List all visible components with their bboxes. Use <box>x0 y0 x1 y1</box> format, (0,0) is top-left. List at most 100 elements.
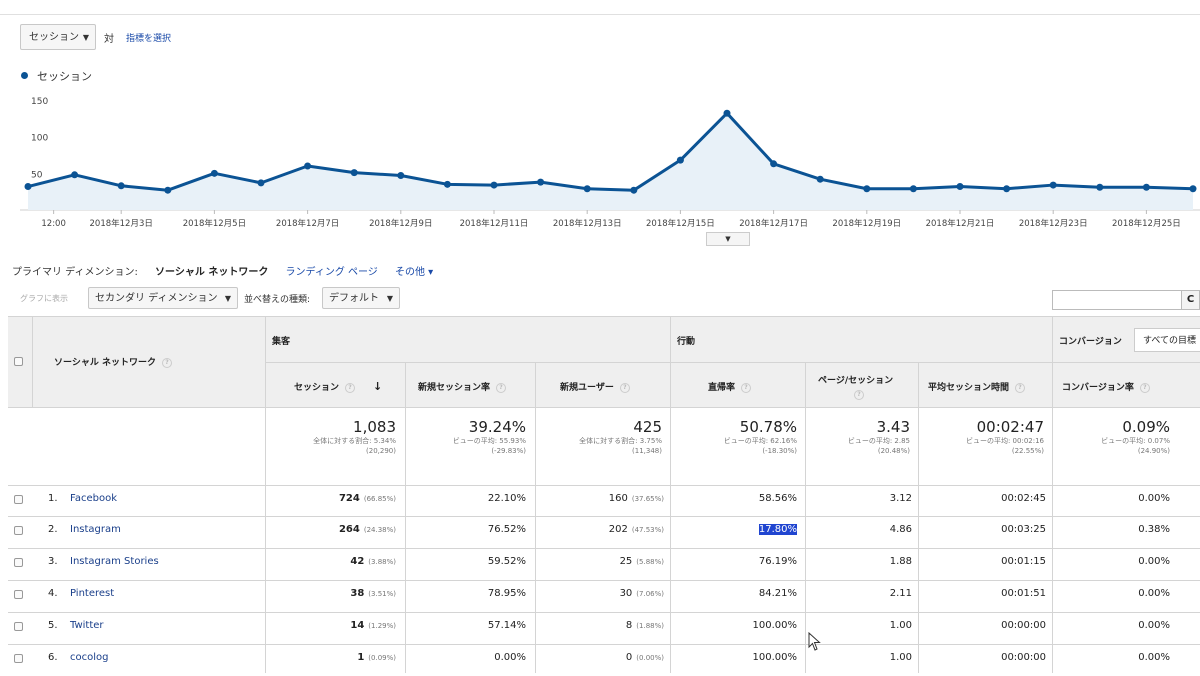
new-users-percent: (37.65%) <box>631 495 664 503</box>
series-area <box>28 113 1193 210</box>
data-point[interactable] <box>210 169 218 177</box>
data-point[interactable] <box>676 156 684 164</box>
new-users-value: 160 <box>608 493 628 504</box>
row-checkbox[interactable] <box>14 590 23 599</box>
data-point[interactable] <box>583 185 591 193</box>
total-sessions: 1,083 全体に対する割合: 5.34% (20,290) <box>270 418 396 456</box>
sessions-percent: (3.88%) <box>368 558 396 566</box>
row-dimension-link[interactable]: Facebook <box>70 493 117 504</box>
data-point[interactable] <box>304 162 312 170</box>
data-point[interactable] <box>770 160 778 168</box>
data-point[interactable] <box>863 185 871 193</box>
help-icon[interactable]: ? <box>854 390 864 400</box>
data-point[interactable] <box>1142 183 1150 191</box>
search-icon[interactable]: C <box>1182 290 1200 310</box>
help-icon[interactable]: ? <box>1015 382 1026 393</box>
total-value: 0.09% <box>1122 418 1170 436</box>
data-point[interactable] <box>956 183 964 191</box>
bounce-rate-value: 76.19% <box>758 556 797 567</box>
row-dimension-link[interactable]: cocolog <box>70 652 109 663</box>
data-point[interactable] <box>537 178 545 186</box>
data-point[interactable] <box>909 185 917 193</box>
column-header-pages-per-session[interactable]: ページ/セッション? <box>818 373 893 400</box>
data-point[interactable] <box>257 179 265 187</box>
dimension-column-header[interactable]: ソーシャル ネットワーク? <box>54 355 172 368</box>
help-icon[interactable]: ? <box>496 382 507 393</box>
row-dimension-link[interactable]: Instagram <box>70 524 121 535</box>
bounce-rate-value: 58.56% <box>758 493 797 504</box>
data-point[interactable] <box>1096 183 1104 191</box>
secondary-dimension-select[interactable]: セカンダリ ディメンション ▼ <box>88 287 238 309</box>
data-point[interactable] <box>24 183 32 191</box>
data-point[interactable] <box>397 172 405 180</box>
column-header-label: 新規セッション率 <box>418 383 491 393</box>
row-checkbox[interactable] <box>14 495 23 504</box>
y-tick-label: 150 <box>31 97 48 107</box>
column-header-sessions[interactable]: セッション? ↓ <box>294 380 382 393</box>
row-bounce-rate: 58.56% <box>675 493 797 504</box>
primary-dimension-label: プライマリ ディメンション: <box>12 267 138 278</box>
data-point[interactable] <box>350 169 358 177</box>
column-header-new-session-rate[interactable]: 新規セッション率? <box>418 380 507 393</box>
metric-select[interactable]: セッション ▼ <box>20 24 96 50</box>
new-users-value: 30 <box>619 588 633 599</box>
column-header-conversion-rate[interactable]: コンバージョン率? <box>1062 380 1150 393</box>
group-conversion: コンバージョン <box>1059 337 1122 347</box>
data-point[interactable] <box>164 186 172 194</box>
help-icon[interactable]: ? <box>345 382 356 393</box>
dimension-social-network[interactable]: ソーシャル ネットワーク <box>155 267 269 278</box>
grid-line <box>8 644 1200 645</box>
data-point[interactable] <box>117 182 125 190</box>
series-line <box>27 111 1194 192</box>
table-search-input[interactable] <box>1052 290 1182 310</box>
column-header-new-users[interactable]: 新規ユーザー? <box>560 380 630 393</box>
data-point[interactable] <box>71 171 79 179</box>
dimension-other[interactable]: その他 ▾ <box>395 267 434 278</box>
sessions-percent: (24.38%) <box>363 526 396 534</box>
row-checkbox[interactable] <box>14 526 23 535</box>
help-icon[interactable]: ? <box>1139 382 1150 393</box>
data-point[interactable] <box>816 175 824 183</box>
data-point[interactable] <box>1003 185 1011 193</box>
row-new-session-rate: 76.52% <box>487 524 526 535</box>
row-checkbox[interactable] <box>14 558 23 567</box>
x-tick-label: 2018年12月15日 <box>646 218 715 229</box>
data-point[interactable] <box>630 186 638 194</box>
table-row: 6. cocolog 1 (0.09%) 0.00% 0 (0.00%) 100.0… <box>0 645 1200 676</box>
grid-line <box>8 580 1200 581</box>
data-point[interactable] <box>490 181 498 189</box>
column-header-avg-session-duration[interactable]: 平均セッション時間? <box>928 380 1026 393</box>
row-sessions: 724 (66.85%) <box>270 493 396 504</box>
sessions-percent: (1.29%) <box>368 622 396 630</box>
sort-type-select[interactable]: デフォルト ▼ <box>322 287 400 309</box>
data-point[interactable] <box>1189 185 1197 193</box>
data-point[interactable] <box>723 109 731 117</box>
row-dimension-link[interactable]: Instagram Stories <box>70 556 159 567</box>
data-point[interactable] <box>443 180 451 188</box>
total-compare: ビューの平均: 55.93% <box>452 437 526 445</box>
caret-down-icon: ▼ <box>224 294 231 303</box>
select-all-checkbox[interactable] <box>14 357 23 366</box>
column-header-bounce-rate[interactable]: 直帰率? <box>708 380 752 393</box>
help-icon[interactable]: ? <box>619 382 630 393</box>
choose-metric-link[interactable]: 指標を選択 <box>126 34 172 44</box>
y-tick-label: 100 <box>31 134 48 144</box>
collapse-chart-button[interactable]: ▼ <box>706 232 750 246</box>
new-users-percent: (5.88%) <box>636 558 664 566</box>
data-point[interactable] <box>1049 181 1057 189</box>
row-dimension-link[interactable]: Pinterest <box>70 588 115 599</box>
help-icon[interactable]: ? <box>161 357 172 368</box>
plot-rows-button[interactable]: グラフに表示 <box>20 294 68 303</box>
row-pages-per-session: 4.86 <box>889 524 912 535</box>
new-users-percent: (7.06%) <box>636 590 664 598</box>
grid-line <box>535 362 536 673</box>
dimension-landing-page[interactable]: ランディング ページ <box>285 267 378 278</box>
row-checkbox[interactable] <box>14 622 23 631</box>
row-checkbox[interactable] <box>14 654 23 663</box>
grid-line <box>8 316 1200 317</box>
row-new-users: 160 (37.65%) <box>540 493 664 504</box>
conversion-goal-select[interactable]: すべての目標 <box>1134 328 1200 352</box>
help-icon[interactable]: ? <box>741 382 752 393</box>
row-dimension-link[interactable]: Twitter <box>70 620 104 631</box>
total-compare-detail: (11,348) <box>632 447 662 455</box>
